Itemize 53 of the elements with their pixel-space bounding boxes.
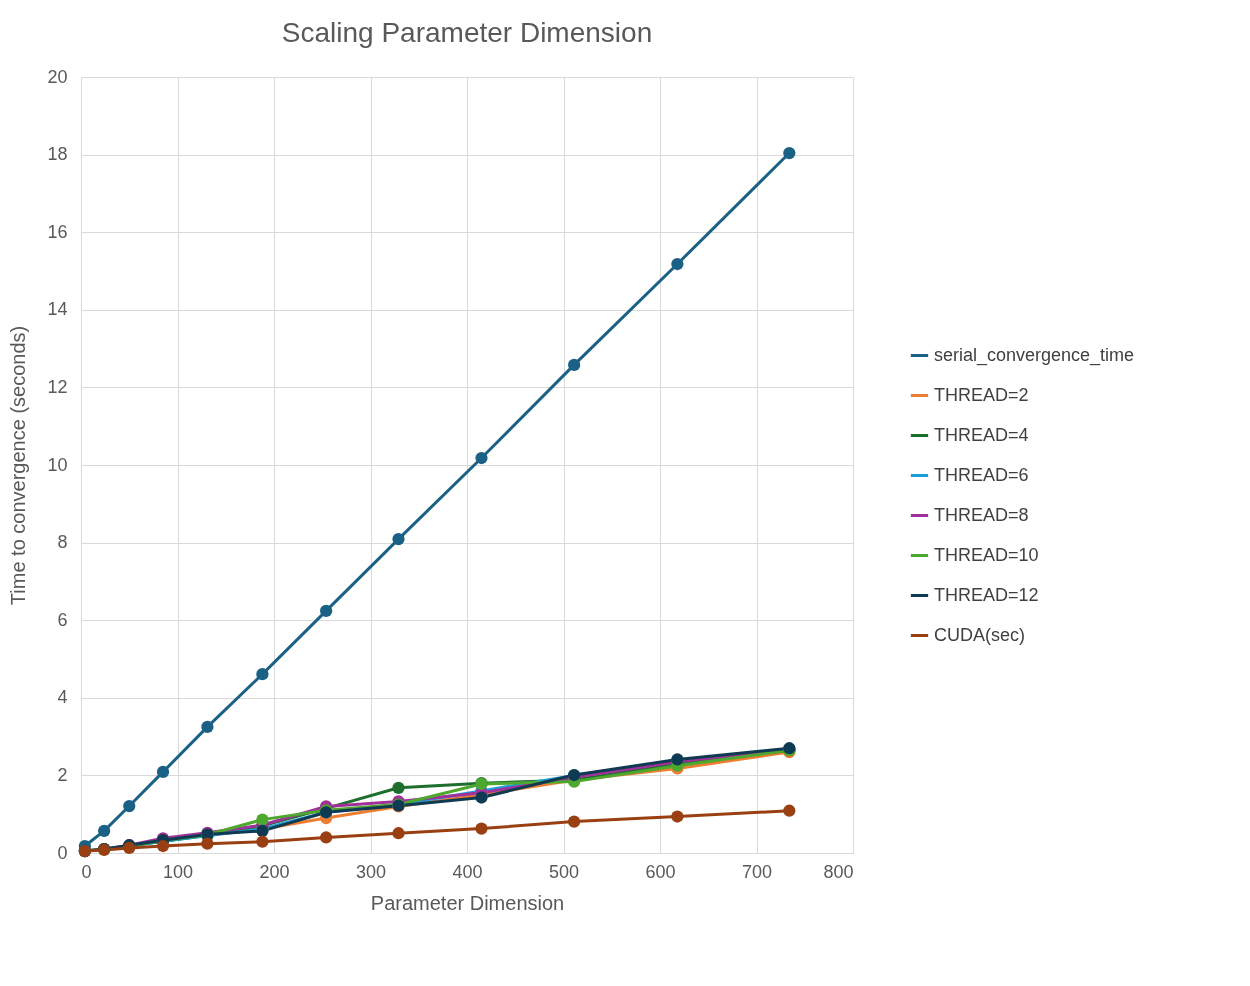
point	[783, 804, 796, 817]
y-tick-label: 8	[57, 532, 68, 553]
point	[156, 839, 170, 853]
y-tick-label: 14	[47, 299, 68, 320]
x-tick-label: 500	[548, 861, 580, 882]
point	[567, 815, 581, 828]
point	[319, 831, 333, 844]
point	[475, 822, 488, 835]
point	[123, 799, 136, 813]
legend-label: THREAD=10	[934, 544, 1039, 565]
point	[392, 827, 405, 840]
x-tick-label: 700	[741, 861, 773, 882]
y-tick-label: 10	[47, 454, 68, 475]
y-tick-label: 12	[47, 376, 68, 397]
point	[256, 813, 269, 826]
x-tick-label: 0	[81, 861, 92, 882]
point	[475, 451, 488, 465]
x-tick-label: 100	[162, 861, 194, 882]
legend-label: THREAD=6	[934, 464, 1029, 485]
x-axis-title: Parameter Dimension	[370, 891, 565, 914]
y-tick-label: 20	[47, 66, 68, 87]
point	[156, 765, 170, 779]
legend-label: serial_convergence_time	[934, 344, 1135, 366]
x-tick-label: 300	[355, 861, 387, 882]
point	[567, 358, 581, 372]
legend-label: CUDA(sec)	[934, 624, 1026, 645]
legend-label: THREAD=12	[934, 584, 1039, 605]
legend-label: THREAD=8	[934, 504, 1029, 525]
point	[319, 604, 333, 617]
point	[256, 835, 269, 848]
chart-title: Scaling Parameter Dimension	[281, 17, 653, 48]
y-axis-title: Time to convergence (seconds)	[7, 325, 30, 606]
x-tick-label: 400	[452, 861, 483, 882]
point	[256, 668, 269, 681]
x-tick-label: 200	[259, 861, 290, 882]
point	[671, 810, 684, 823]
y-tick-label: 2	[57, 764, 68, 785]
y-tick-label: 18	[47, 144, 68, 165]
point	[671, 257, 684, 271]
x-tick-label: 600	[645, 861, 676, 882]
point	[201, 837, 214, 850]
point	[201, 720, 214, 734]
point	[98, 824, 111, 837]
y-tick-label: 16	[47, 221, 68, 242]
legend-label: THREAD=4	[934, 424, 1029, 445]
point	[783, 146, 796, 160]
point	[392, 781, 405, 794]
point	[392, 533, 405, 546]
y-tick-label: 4	[57, 687, 68, 708]
y-tick-label: 6	[57, 609, 68, 630]
y-tick-label: 0	[57, 842, 68, 863]
legend-label: THREAD=2	[934, 384, 1029, 405]
x-tick-label: 800	[823, 861, 854, 882]
